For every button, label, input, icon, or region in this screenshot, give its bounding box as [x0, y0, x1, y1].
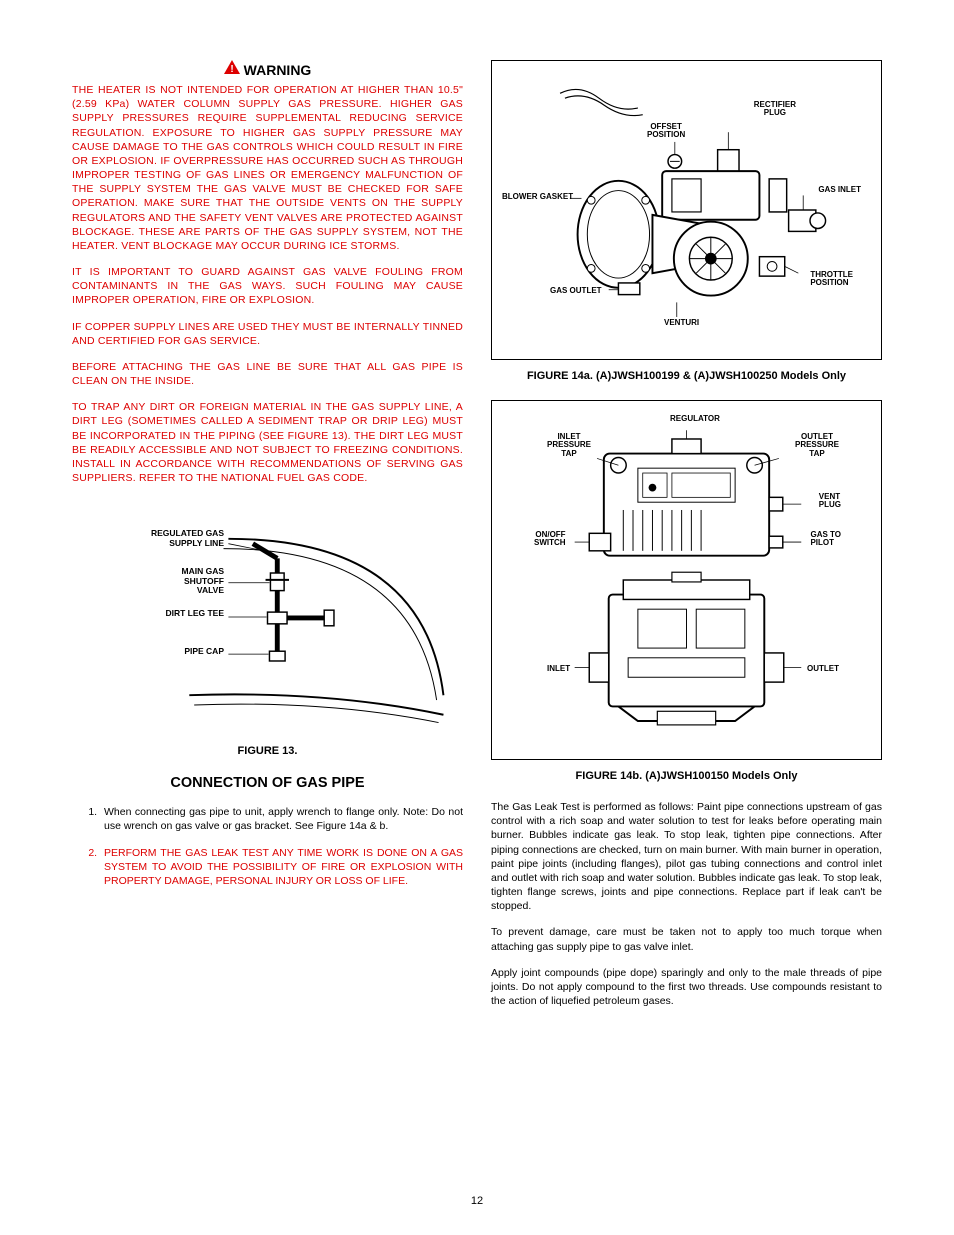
fig14b-label-vent-plug: VENTPLUG [819, 493, 841, 510]
warning-paragraph-1: THE HEATER IS NOT INTENDED FOR OPERATION… [72, 83, 463, 253]
figure-13-diagram: REGULATED GASSUPPLY LINE MAIN GASSHUTOFF… [72, 497, 463, 737]
fig14b-label-regulator: REGULATOR [670, 415, 720, 423]
gas-leak-test-paragraph: The Gas Leak Test is performed as follow… [491, 800, 882, 913]
fig13-label-regulated: REGULATED GASSUPPLY LINE [132, 529, 224, 548]
connection-list: When connecting gas pipe to unit, apply … [72, 805, 463, 888]
fig14a-label-offset: OFFSETPOSITION [647, 123, 685, 140]
fig13-label-shutoff: MAIN GASSHUTOFFVALVE [132, 567, 224, 595]
torque-paragraph: To prevent damage, care must be taken no… [491, 925, 882, 953]
fig14b-label-outlet: OUTLET [807, 665, 839, 673]
fig14a-label-throttle: THROTTLEPOSITION [810, 271, 853, 288]
fig14b-label-inlet: INLET [547, 665, 570, 673]
right-column: RECTIFIERPLUG OFFSETPOSITION BLOWER GASK… [491, 60, 882, 1020]
figure-14b-caption: FIGURE 14b. (A)JWSH100150 Models Only [491, 770, 882, 782]
warning-paragraph-3: IF COPPER SUPPLY LINES ARE USED THEY MUS… [72, 320, 463, 348]
warning-header: ! WARNING [72, 60, 463, 79]
warning-label: WARNING [244, 62, 312, 78]
fig14b-label-outlet-tap: OUTLETPRESSURETAP [795, 433, 839, 458]
warning-paragraph-5: TO TRAP ANY DIRT OR FOREIGN MATERIAL IN … [72, 400, 463, 485]
fig14a-label-blower: BLOWER GASKET [502, 193, 573, 201]
figure-14a-diagram: RECTIFIERPLUG OFFSETPOSITION BLOWER GASK… [491, 60, 882, 360]
page-number: 12 [0, 1195, 954, 1207]
figure-14a-caption: FIGURE 14a. (A)JWSH100199 & (A)JWSH10025… [491, 370, 882, 382]
warning-paragraph-2: IT IS IMPORTANT TO GUARD AGAINST GAS VAL… [72, 265, 463, 308]
fig14b-label-onoff: ON/OFFSWITCH [534, 531, 566, 548]
fig14a-label-venturi: VENTURI [664, 319, 699, 327]
warning-triangle-icon: ! [224, 60, 240, 79]
fig14a-label-rectifier: RECTIFIERPLUG [754, 101, 796, 118]
connection-list-item-2: PERFORM THE GAS LEAK TEST ANY TIME WORK … [100, 846, 463, 889]
fig14b-label-inlet-tap: INLETPRESSURETAP [547, 433, 591, 458]
fig14a-label-gas-inlet: GAS INLET [818, 186, 861, 194]
fig13-label-pipe-cap: PIPE CAP [132, 647, 224, 656]
figure-13-caption: FIGURE 13. [72, 745, 463, 757]
warning-paragraph-4: BEFORE ATTACHING THE GAS LINE BE SURE TH… [72, 360, 463, 388]
joint-compound-paragraph: Apply joint compounds (pipe dope) sparin… [491, 966, 882, 1009]
fig14b-label-gas-to-pilot: GAS TOPILOT [810, 531, 841, 548]
left-column: ! WARNING THE HEATER IS NOT INTENDED FOR… [72, 60, 463, 1020]
fig14a-label-gas-outlet: GAS OUTLET [550, 287, 602, 295]
fig13-label-dirt-leg: DIRT LEG TEE [132, 609, 224, 618]
figure-14b-diagram: REGULATOR INLETPRESSURETAP OUTLETPRESSUR… [491, 400, 882, 760]
connection-list-item-1: When connecting gas pipe to unit, apply … [100, 805, 463, 833]
svg-text:!: ! [230, 64, 233, 74]
section-heading-connection: CONNECTION OF GAS PIPE [72, 775, 463, 791]
